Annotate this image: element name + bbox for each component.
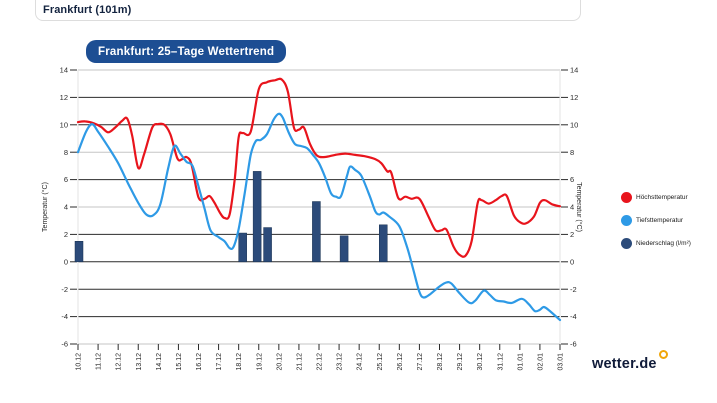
svg-text:-4: -4	[570, 312, 577, 321]
svg-text:28.12: 28.12	[437, 353, 444, 371]
svg-text:-6: -6	[61, 340, 68, 349]
svg-text:21.12: 21.12	[296, 353, 303, 371]
svg-text:14: 14	[60, 66, 68, 75]
svg-text:31.12: 31.12	[497, 353, 504, 371]
svg-text:26.12: 26.12	[397, 353, 404, 371]
svg-text:02.01: 02.01	[537, 353, 544, 371]
svg-text:23.12: 23.12	[337, 353, 344, 371]
wetter-de-logo[interactable]: wetter.de	[592, 350, 668, 373]
svg-text:01.01: 01.01	[517, 353, 524, 371]
svg-text:29.12: 29.12	[457, 353, 464, 371]
svg-text:17.12: 17.12	[216, 353, 223, 371]
location-header[interactable]: Frankfurt (101m)	[35, 0, 581, 21]
svg-text:2: 2	[570, 230, 574, 239]
svg-text:4: 4	[64, 203, 68, 212]
svg-text:-6: -6	[570, 340, 577, 349]
svg-text:10: 10	[570, 120, 578, 129]
logo-text: wetter.de	[592, 356, 657, 372]
svg-text:13.12: 13.12	[136, 353, 143, 371]
svg-text:12: 12	[570, 93, 578, 102]
navy-dot-icon	[621, 238, 632, 249]
legend-label: Niederschlag (l/m²)	[636, 240, 691, 247]
chart-title: Frankfurt: 25–Tage Wettertrend	[98, 45, 275, 58]
legend-item-hoechsttemperatur: Höchsttemperatur	[621, 192, 691, 203]
svg-text:6: 6	[570, 175, 574, 184]
svg-text:16.12: 16.12	[196, 353, 203, 371]
sun-icon	[658, 350, 668, 359]
svg-text:2: 2	[64, 230, 68, 239]
svg-text:24.12: 24.12	[357, 353, 364, 371]
svg-text:4: 4	[570, 203, 574, 212]
legend-label: Höchsttemperatur	[636, 194, 688, 201]
svg-text:-4: -4	[61, 312, 68, 321]
svg-text:11.12: 11.12	[96, 353, 103, 370]
chart-legend: Höchsttemperatur Tiefsttemperatur Nieder…	[621, 192, 691, 261]
svg-text:03.01: 03.01	[558, 353, 565, 371]
svg-text:12.12: 12.12	[116, 353, 123, 371]
legend-item-niederschlag: Niederschlag (l/m²)	[621, 238, 691, 249]
svg-text:14.12: 14.12	[156, 353, 163, 371]
legend-item-tiefsttemperatur: Tiefsttemperatur	[621, 215, 691, 226]
location-title: Frankfurt (101m)	[43, 3, 132, 16]
svg-text:8: 8	[570, 148, 574, 157]
blue-dot-icon	[621, 215, 632, 226]
svg-text:25.12: 25.12	[377, 353, 384, 371]
svg-text:14: 14	[570, 66, 578, 75]
svg-text:-2: -2	[570, 285, 577, 294]
svg-text:30.12: 30.12	[477, 353, 484, 371]
red-dot-icon	[621, 192, 632, 203]
svg-text:20.12: 20.12	[276, 353, 283, 371]
svg-text:0: 0	[64, 257, 68, 266]
svg-text:-2: -2	[61, 285, 68, 294]
svg-text:27.12: 27.12	[417, 353, 424, 371]
svg-text:18.12: 18.12	[236, 353, 243, 371]
svg-text:10.12: 10.12	[76, 353, 83, 371]
svg-text:Temperatur (°C): Temperatur (°C)	[41, 182, 49, 232]
svg-text:19.12: 19.12	[256, 353, 263, 371]
svg-text:0: 0	[570, 257, 574, 266]
svg-text:10: 10	[60, 120, 68, 129]
svg-text:Temperatur (°C): Temperatur (°C)	[575, 182, 583, 232]
svg-text:22.12: 22.12	[317, 353, 324, 371]
svg-text:6: 6	[64, 175, 68, 184]
svg-text:12: 12	[60, 93, 68, 102]
chart-title-badge: Frankfurt: 25–Tage Wettertrend	[86, 40, 287, 63]
svg-text:8: 8	[64, 148, 68, 157]
legend-label: Tiefsttemperatur	[636, 217, 684, 224]
svg-text:15.12: 15.12	[176, 353, 183, 371]
